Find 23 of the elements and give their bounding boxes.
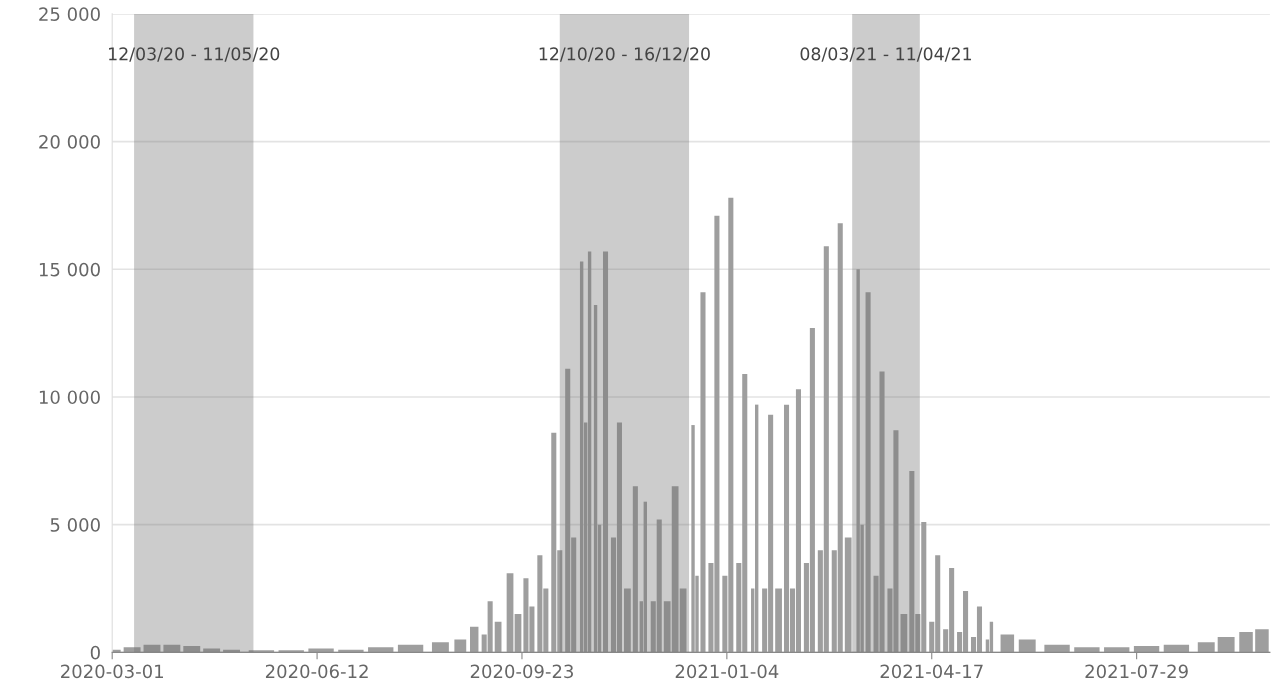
y-tick-label: 0 xyxy=(90,645,100,660)
x-tick-label: 2020-03-01 xyxy=(61,664,163,679)
band-label: 12/10/20 - 16/12/20 xyxy=(539,47,710,62)
bar xyxy=(624,588,631,653)
x-tick-label: 2021-01-04 xyxy=(675,664,779,679)
y-tick-label: 25 000 xyxy=(39,7,100,21)
x-tick-label: 2021-07-29 xyxy=(1085,664,1188,679)
y-tick-label: 15 000 xyxy=(39,262,100,277)
bar xyxy=(865,292,871,653)
band-label: 08/03/21 - 11/04/21 xyxy=(800,47,972,62)
y-tick-label: 20 000 xyxy=(39,135,100,149)
x-tick-label: 2020-09-23 xyxy=(470,664,573,679)
x-tick-label: 2020-06-12 xyxy=(265,664,368,679)
bar xyxy=(775,588,782,653)
bar xyxy=(856,269,860,653)
y-tick-label: 5 000 xyxy=(50,518,100,532)
bar xyxy=(632,486,638,653)
band-label: 12/03/20 - 11/05/20 xyxy=(109,47,280,62)
bar xyxy=(691,425,695,653)
x-tick-label: 2021-04-17 xyxy=(880,664,983,679)
bar xyxy=(844,537,852,653)
y-tick-label: 10 000 xyxy=(39,390,100,405)
bar xyxy=(602,251,609,653)
